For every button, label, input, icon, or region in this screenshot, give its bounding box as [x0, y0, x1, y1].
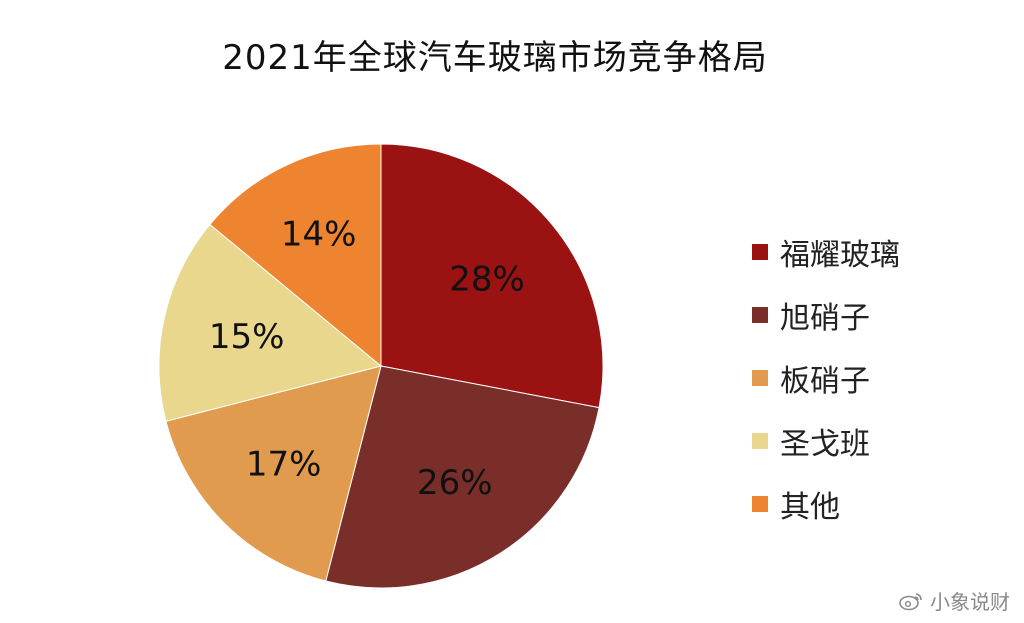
legend: 福耀玻璃 旭硝子 板硝子 圣戈班 其他 [752, 220, 900, 535]
legend-item: 旭硝子 [752, 283, 900, 346]
legend-label: 板硝子 [780, 363, 870, 399]
pie-slice [158, 223, 383, 422]
pie-slice [325, 365, 600, 589]
slice-value-label: 28% [449, 259, 525, 299]
slice-value-label: 17% [246, 444, 322, 484]
legend-item: 板硝子 [752, 346, 900, 409]
legend-swatch [752, 432, 768, 449]
legend-item: 福耀玻璃 [752, 220, 900, 283]
slice-value-label: 26% [417, 463, 493, 503]
legend-label: 其他 [780, 489, 840, 525]
legend-label: 旭硝子 [780, 300, 870, 336]
pie-slices [158, 143, 604, 589]
legend-label: 福耀玻璃 [780, 237, 900, 273]
pie-slice [165, 365, 382, 582]
slice-value-label: 14% [281, 214, 357, 254]
watermark: 小象说财 [898, 586, 1010, 615]
pie-slice [380, 143, 604, 409]
watermark-text: 小象说财 [930, 590, 1010, 614]
legend-item: 圣戈班 [752, 409, 900, 472]
legend-swatch [752, 495, 768, 512]
weibo-icon [899, 592, 922, 610]
legend-item: 其他 [752, 472, 900, 535]
slice-labels: 28% 26% 17% 15% 14% [209, 214, 525, 503]
chart-title: 2021年全球汽车玻璃市场竞争格局 [222, 38, 768, 78]
legend-swatch [752, 306, 768, 323]
slice-value-label: 15% [209, 317, 285, 357]
pie-slice [209, 143, 382, 368]
legend-label: 圣戈班 [780, 426, 870, 462]
legend-swatch [752, 369, 768, 386]
legend-swatch [752, 243, 768, 260]
